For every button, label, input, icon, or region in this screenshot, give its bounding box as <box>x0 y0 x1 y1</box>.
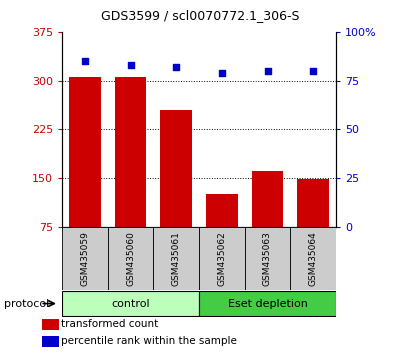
Bar <box>199 227 245 290</box>
Bar <box>62 227 108 290</box>
Bar <box>252 171 284 227</box>
Point <box>127 62 134 68</box>
Point <box>264 68 271 74</box>
Bar <box>114 77 146 227</box>
Bar <box>206 194 238 227</box>
Point <box>173 64 179 70</box>
Text: GSM435060: GSM435060 <box>126 231 135 286</box>
Bar <box>245 227 290 290</box>
Text: GSM435063: GSM435063 <box>263 231 272 286</box>
Bar <box>290 227 336 290</box>
Bar <box>199 291 336 316</box>
Bar <box>297 179 329 227</box>
Bar <box>69 77 101 227</box>
Point <box>310 68 316 74</box>
Bar <box>160 110 192 227</box>
Bar <box>62 291 199 316</box>
Text: GSM435062: GSM435062 <box>217 231 226 286</box>
Text: Eset depletion: Eset depletion <box>228 298 308 309</box>
Text: control: control <box>111 298 150 309</box>
Text: transformed count: transformed count <box>61 319 158 329</box>
Bar <box>42 319 58 330</box>
Text: GDS3599 / scl0070772.1_306-S: GDS3599 / scl0070772.1_306-S <box>101 9 299 22</box>
Point <box>82 58 88 64</box>
Bar <box>153 227 199 290</box>
Text: GSM435061: GSM435061 <box>172 231 181 286</box>
Text: GSM435064: GSM435064 <box>309 231 318 286</box>
Point <box>219 70 225 76</box>
Bar <box>108 227 153 290</box>
Text: protocol: protocol <box>4 298 49 309</box>
Bar <box>42 336 58 347</box>
Text: GSM435059: GSM435059 <box>80 231 89 286</box>
Text: percentile rank within the sample: percentile rank within the sample <box>61 336 237 346</box>
